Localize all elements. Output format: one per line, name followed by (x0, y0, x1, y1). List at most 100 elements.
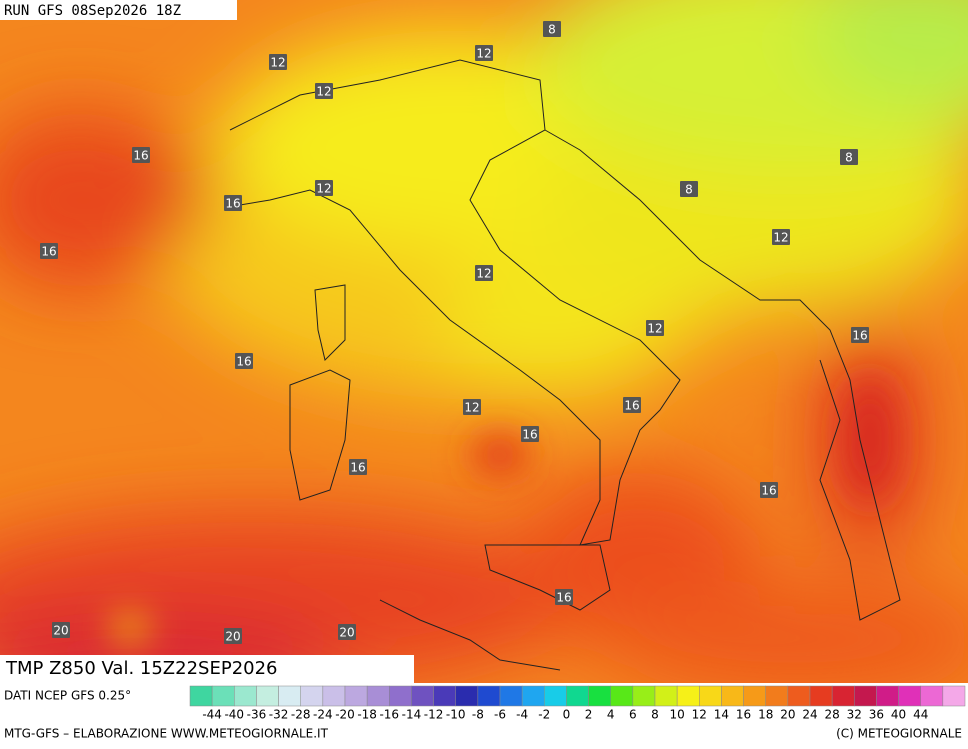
legend-tick-label: 2 (585, 708, 593, 722)
legend-tick-label: -24 (313, 708, 333, 722)
legend-swatch (920, 685, 944, 707)
legend-tick-label: 36 (869, 708, 884, 722)
coastlines (229, 59, 901, 671)
contour-label-box (269, 54, 287, 70)
legend-tick-label: 8 (651, 708, 659, 722)
contour-label: 12 (316, 85, 331, 99)
source-label: DATI NCEP GFS 0.25° (4, 689, 131, 703)
legend-tick-label: -8 (472, 708, 484, 722)
legend-swatch (411, 685, 434, 707)
contour-label: 12 (270, 56, 285, 70)
contour-label: 12 (647, 322, 662, 336)
title-box (0, 655, 414, 683)
legend-swatch (256, 685, 279, 707)
legend-tick-label: -4 (516, 708, 528, 722)
legend: -44 -40 -36 -32 -28 -24 -20 -18 -16 -14 -12 -10 -8 -6… (189, 685, 966, 722)
legend-tick-label: 0 (563, 708, 571, 722)
legend-tick-label: -18 (357, 708, 377, 722)
legend-tick-label: 20 (780, 708, 795, 722)
contour-label: 16 (236, 355, 251, 369)
legend-tick-label: 14 (714, 708, 729, 722)
legend-swatch (676, 685, 700, 707)
legend-swatch (521, 685, 545, 707)
contour-label-box (851, 327, 869, 343)
contour-label-box (40, 243, 58, 259)
legend-swatch (344, 685, 368, 707)
legend-tick-label: -12 (424, 708, 444, 722)
contour-label: 12 (476, 47, 491, 61)
contour-label: 20 (339, 626, 354, 640)
contour-label-box (224, 628, 242, 644)
legend-tick-label: -32 (269, 708, 289, 722)
legend-swatch (544, 685, 567, 707)
legend-tick-label: -2 (538, 708, 550, 722)
legend-swatch (787, 685, 811, 707)
legend-swatch (654, 685, 678, 707)
contour-label-box (840, 149, 858, 165)
legend-tick-label: -16 (379, 708, 399, 722)
legend-swatch (765, 685, 789, 707)
map-field (0, 0, 968, 683)
legend-swatch (610, 685, 634, 707)
legend-tick-label: -28 (291, 708, 311, 722)
contour-label: 16 (133, 149, 148, 163)
contour-label-box (349, 459, 367, 475)
contour-label-box (475, 265, 493, 281)
contour-label-box (680, 181, 698, 197)
contour-label: 20 (225, 630, 240, 644)
legend-swatch (278, 685, 301, 707)
contour-label: 12 (773, 231, 788, 245)
contour-label: 16 (225, 197, 240, 211)
contour-label: 16 (350, 461, 365, 475)
legend-swatch (366, 685, 390, 707)
contour-label: 16 (761, 484, 776, 498)
legend-swatch (189, 685, 213, 707)
contour-label-box (475, 45, 493, 61)
legend-swatch (588, 685, 611, 707)
legend-tick-label: 40 (891, 708, 906, 722)
contour-label: 16 (556, 591, 571, 605)
contour-label: 12 (316, 182, 331, 196)
legend-tick-label: 16 (736, 708, 751, 722)
contour-label: 8 (548, 23, 556, 37)
contour-label: 8 (685, 183, 693, 197)
legend-tick-label: -40 (224, 708, 244, 722)
legend-tick-label: 32 (847, 708, 862, 722)
legend-tick-label: -44 (202, 708, 222, 722)
legend-tick-label: 4 (607, 708, 615, 722)
footer-right: (C) METEOGIORNALE (836, 727, 962, 741)
legend-swatch (455, 685, 479, 707)
contour-label: 8 (845, 151, 853, 165)
legend-swatch (809, 685, 833, 707)
contour-label-box (623, 397, 641, 413)
contour-label: 12 (464, 401, 479, 415)
legend-tick-label: 24 (802, 708, 817, 722)
contour-label-box (772, 229, 790, 245)
legend-swatch (322, 685, 346, 707)
contour-label-box (760, 482, 778, 498)
contour-label-box (315, 180, 333, 196)
legend-swatch (942, 685, 966, 707)
legend-swatch (854, 685, 877, 707)
legend-swatch (831, 685, 855, 707)
legend-tick-label: 10 (670, 708, 685, 722)
contour-label-box (521, 426, 539, 442)
contour-label: 12 (476, 267, 491, 281)
legend-swatch (721, 685, 744, 707)
contour-label-box (235, 353, 253, 369)
legend-swatch (211, 685, 235, 707)
legend-tick-label: -6 (494, 708, 506, 722)
contour-label-box (543, 21, 561, 37)
contour-label: 16 (624, 399, 639, 413)
legend-tick-label: -14 (402, 708, 422, 722)
legend-swatch (699, 685, 722, 707)
contour-label-box (52, 622, 70, 638)
legend-swatch (499, 685, 523, 707)
contour-labels: 8 12 12 12 16 8 8 12 16 12 16 12 12 16 16 12 16 16 16 16 16 2… (40, 21, 869, 644)
contour-label-box (224, 195, 242, 211)
contour-label-box (555, 589, 573, 605)
contour-label: 20 (53, 624, 68, 638)
